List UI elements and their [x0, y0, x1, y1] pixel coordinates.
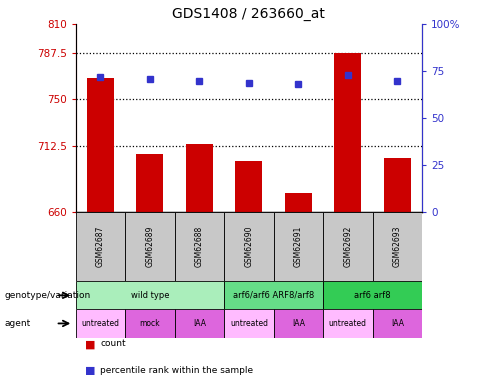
Bar [224, 212, 274, 281]
Text: mock: mock [140, 319, 160, 328]
Text: untreated: untreated [81, 319, 120, 328]
Text: agent: agent [5, 319, 31, 328]
Text: ■: ■ [85, 339, 96, 350]
Bar [285, 193, 312, 212]
Bar [323, 212, 373, 281]
Bar [373, 309, 422, 338]
Text: GSM62689: GSM62689 [145, 226, 154, 267]
Text: arf6/arf6 ARF8/arf8: arf6/arf6 ARF8/arf8 [233, 291, 314, 300]
Bar [323, 309, 373, 338]
Bar [224, 309, 274, 338]
Text: GSM62688: GSM62688 [195, 226, 204, 267]
Bar [125, 309, 175, 338]
Bar [175, 212, 224, 281]
Bar [136, 154, 163, 212]
Text: IAA: IAA [193, 319, 206, 328]
Text: GSM62692: GSM62692 [344, 226, 352, 267]
Bar [76, 309, 125, 338]
Text: IAA: IAA [292, 319, 305, 328]
Bar [384, 158, 411, 212]
Text: untreated: untreated [230, 319, 268, 328]
Bar [235, 160, 263, 212]
Text: GSM62690: GSM62690 [244, 226, 253, 267]
Bar [373, 212, 422, 281]
Bar [323, 281, 422, 309]
Text: GSM62691: GSM62691 [294, 226, 303, 267]
Bar [125, 212, 175, 281]
Bar [76, 212, 125, 281]
Title: GDS1408 / 263660_at: GDS1408 / 263660_at [172, 7, 325, 21]
Bar [76, 281, 224, 309]
Text: IAA: IAA [391, 319, 404, 328]
Text: genotype/variation: genotype/variation [5, 291, 91, 300]
Bar [274, 309, 323, 338]
Text: percentile rank within the sample: percentile rank within the sample [100, 366, 253, 375]
Bar [175, 309, 224, 338]
Text: untreated: untreated [329, 319, 367, 328]
Text: count: count [100, 339, 126, 348]
Text: GSM62687: GSM62687 [96, 226, 105, 267]
Bar [224, 281, 323, 309]
Text: ■: ■ [85, 366, 96, 375]
Bar [334, 53, 362, 212]
Bar [87, 78, 114, 212]
Text: arf6 arf8: arf6 arf8 [354, 291, 391, 300]
Text: wild type: wild type [131, 291, 169, 300]
Bar [186, 144, 213, 212]
Text: GSM62693: GSM62693 [393, 226, 402, 267]
Bar [274, 212, 323, 281]
